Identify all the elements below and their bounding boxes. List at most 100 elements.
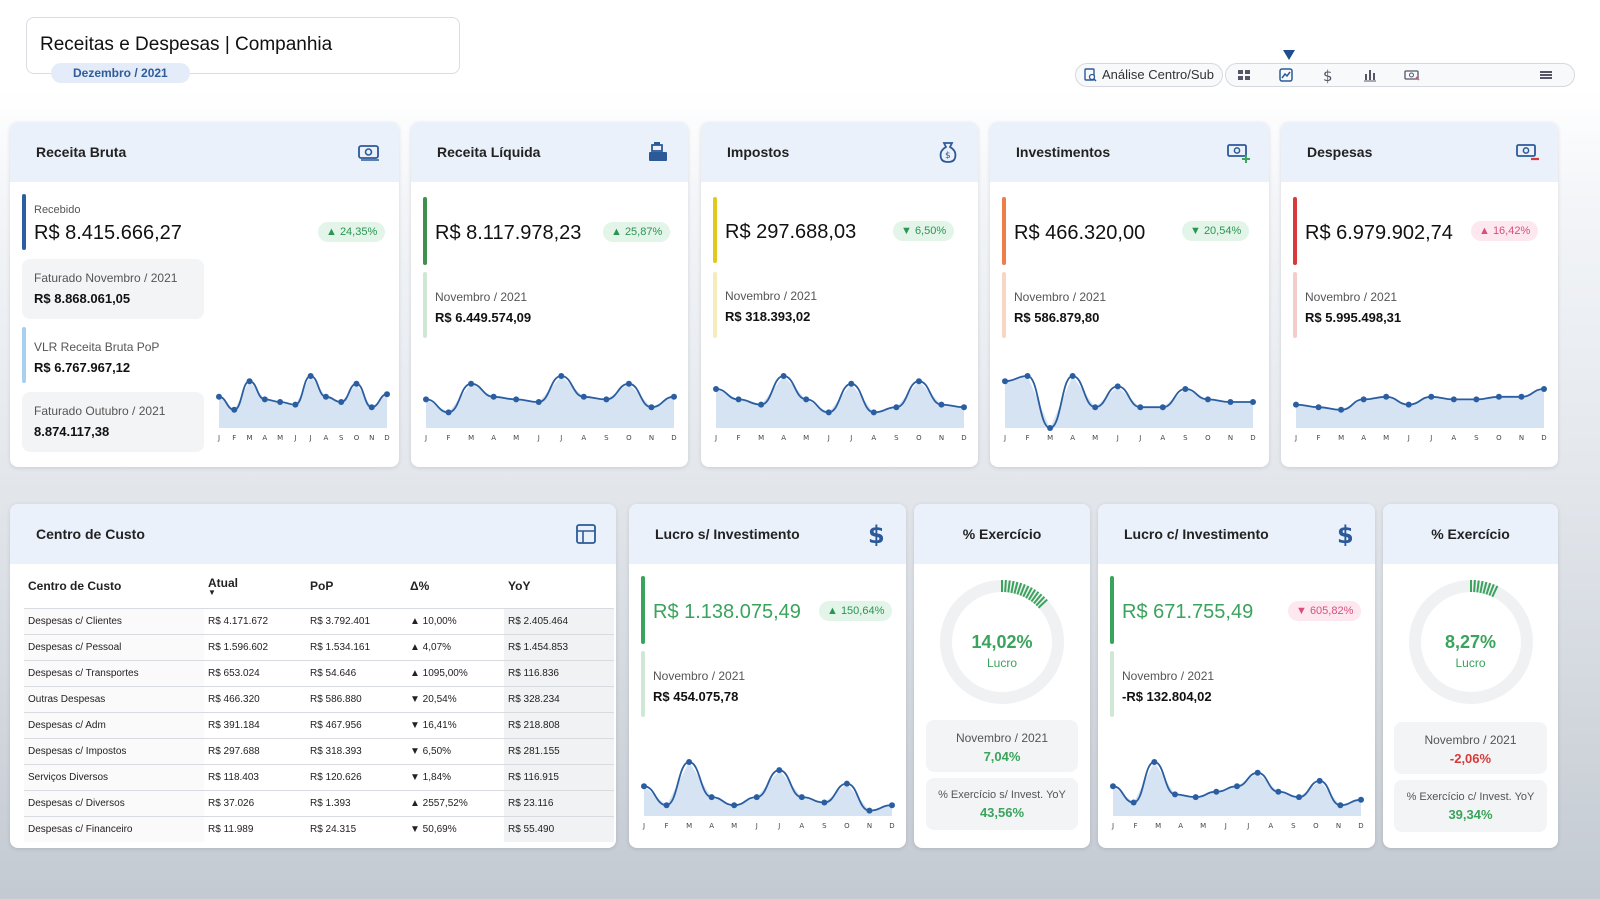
box-label: Novembro / 2021	[1122, 669, 1215, 683]
kpi-value: R$ 8.117.978,23	[435, 222, 582, 244]
month-label: J	[777, 822, 780, 830]
profit-gauge	[1409, 580, 1533, 704]
row-name-cell: Despesas c/ Financeiro	[24, 816, 204, 842]
month-label: A	[1268, 822, 1273, 830]
month-label: F	[232, 434, 236, 442]
row-name-cell: Despesas c/ Transportes	[24, 660, 204, 687]
row-atual-cell: R$ 4.171.672	[204, 608, 306, 635]
sparkline-point	[776, 767, 783, 774]
table-row[interactable]: Despesas c/ Clientes R$ 4.171.672 R$ 3.792…	[24, 608, 614, 635]
despesas-card: Despesas R$ 6.979.902,74 ▲ 16,42% Novemb…	[1281, 122, 1558, 467]
month-label: D	[889, 822, 894, 830]
row-atual-cell: R$ 118.403	[204, 764, 306, 791]
table-header-row: Centro de Custo Atual ▼ PoP Δ% YoY	[24, 566, 614, 609]
menu-icon[interactable]	[1538, 68, 1554, 84]
row-yoy-cell: R$ 218.808	[504, 712, 614, 739]
accent-bar	[1293, 272, 1297, 338]
dollar-icon[interactable]: $	[1320, 67, 1336, 85]
card-title: Impostos	[727, 144, 790, 160]
month-label: J	[714, 434, 717, 442]
gauge-label: Lucro	[1455, 656, 1486, 670]
month-label: M	[1047, 434, 1053, 442]
sparkline-point	[468, 380, 475, 387]
dollar-icon: $	[1337, 522, 1354, 546]
month-label: O	[1205, 434, 1211, 442]
month-label: S	[1183, 434, 1188, 442]
sparkline-point	[1151, 759, 1158, 765]
column-header-label: Atual	[208, 576, 238, 590]
month-label: D	[1250, 434, 1255, 442]
dollar-icon: $	[868, 522, 885, 546]
previous-month-box: Novembro / 2021 R$ 6.449.574,09	[435, 290, 531, 325]
table-row[interactable]: Despesas c/ Impostos R$ 297.688 R$ 318.393…	[24, 738, 614, 765]
sparkline-point	[1213, 788, 1220, 795]
bar-chart-icon[interactable]	[1362, 68, 1378, 84]
row-delta-cell: ▼ 1,84%	[406, 764, 504, 791]
previous-month-box: Novembro / 2021 R$ 454.075,78	[653, 669, 745, 704]
column-header[interactable]: Centro de Custo	[28, 579, 122, 593]
month-label: M	[247, 434, 253, 442]
row-delta-cell: ▼ 20,54%	[406, 686, 504, 713]
sparkline-point	[368, 404, 375, 411]
column-header[interactable]: PoP	[310, 579, 334, 593]
month-label: M	[758, 434, 764, 442]
sparkline-point	[1316, 777, 1323, 784]
column-header[interactable]: Δ%	[410, 579, 430, 593]
month-label: O	[916, 434, 922, 442]
gauge-label: Lucro	[986, 656, 1018, 670]
pop-box: VLR Receita Bruta PoP R$ 6.767.967,12	[34, 340, 159, 375]
table-row[interactable]: Despesas c/ Financeiro R$ 11.989 R$ 24.315…	[24, 816, 614, 842]
month-label: A	[799, 822, 804, 830]
table-row[interactable]: Despesas c/ Transportes R$ 653.024 R$ 54.6…	[24, 660, 614, 687]
kpi-value: R$ 297.688,03	[725, 221, 857, 243]
gauge-tick	[1013, 581, 1019, 594]
sparkline-point	[1069, 373, 1076, 379]
yoy-box: % Exercício s/ Invest. YoY 43,56%	[926, 778, 1078, 830]
gauge-tick	[1482, 581, 1488, 594]
sparkline-point	[1192, 794, 1199, 801]
investimentos-card: Investimentos R$ 466.320,00 ▼ 20,54% Nov…	[990, 122, 1269, 467]
grid-icon[interactable]	[1236, 68, 1252, 84]
analysis-center-button[interactable]: Análise Centro/Sub	[1075, 63, 1224, 87]
row-pop-cell: R$ 3.792.401	[306, 608, 406, 635]
gauge-value: 14,02%	[971, 632, 1033, 652]
sparkline-point	[1337, 802, 1344, 809]
sparkline-point	[641, 783, 647, 790]
card-title: Lucro s/ Investimento	[655, 526, 800, 542]
table-row[interactable]: Despesas c/ Adm R$ 391.184 R$ 467.956 ▼ 16,…	[24, 712, 614, 739]
money-icon[interactable]	[1404, 68, 1420, 84]
box-value: 43,56%	[979, 805, 1025, 820]
month-label: A	[581, 434, 586, 442]
month-label: S	[1291, 822, 1296, 830]
column-header-sorted[interactable]: Atual ▼	[204, 566, 306, 609]
month-label: N	[867, 822, 872, 830]
month-label: J	[755, 822, 758, 830]
money-minus-icon	[1516, 144, 1539, 161]
gauge-tick	[1030, 591, 1040, 603]
month-label: J	[537, 434, 540, 442]
sparkline-point	[1137, 404, 1144, 411]
table-body: Despesas c/ Clientes R$ 4.171.672 R$ 3.792…	[24, 608, 614, 842]
sparkline-point	[1114, 383, 1121, 390]
table-row[interactable]: Despesas c/ Diversos R$ 37.026 R$ 1.393 ▲ 2…	[24, 790, 614, 817]
row-pop-cell: R$ 467.956	[306, 712, 406, 739]
card-header: Centro de Custo	[10, 504, 616, 564]
table-row[interactable]: Serviços Diversos R$ 118.403 R$ 120.626 ▼ 1…	[24, 764, 614, 791]
money-bag-icon: $	[939, 142, 957, 163]
period-badge[interactable]: Dezembro / 2021	[51, 63, 190, 83]
card-title: % Exercício	[1431, 526, 1510, 542]
table-row[interactable]: Outras Despesas R$ 466.320 R$ 586.880 ▼ 20,…	[24, 686, 614, 713]
month-label: F	[1134, 822, 1138, 830]
month-label: F	[447, 434, 451, 442]
accent-bar	[1002, 197, 1006, 265]
box-value: R$ 8.868.061,05	[34, 291, 131, 306]
sparkline-point	[825, 409, 832, 416]
column-header[interactable]: YoY	[508, 579, 531, 593]
box-label: Faturado Novembro / 2021	[34, 271, 178, 285]
table-row[interactable]: Despesas c/ Pessoal R$ 1.596.602 R$ 1.534.…	[24, 634, 614, 661]
row-delta-cell: ▼ 16,41%	[406, 712, 504, 739]
sparkline-point	[1405, 401, 1412, 408]
chart-image-icon[interactable]	[1278, 68, 1294, 84]
